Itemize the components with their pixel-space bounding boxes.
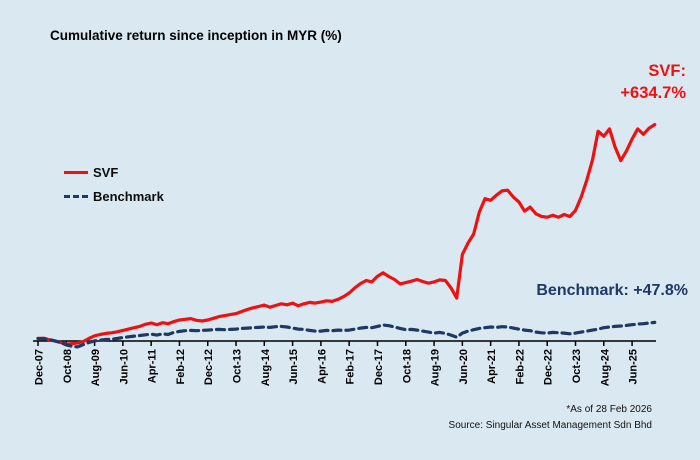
- x-axis-tick-label: Apr-11: [147, 349, 159, 383]
- x-axis-tick-label: Oct-18: [401, 349, 413, 383]
- x-axis-tick-label: Dec-12: [203, 349, 215, 385]
- benchmark-series-line: [36, 320, 657, 349]
- x-axis-tick-label: Apr-16: [316, 349, 328, 384]
- x-axis-tick-label: Aug-24: [599, 348, 611, 386]
- x-axis-tick-label: Jun-15: [288, 349, 300, 384]
- x-axis-tick-label: Oct-13: [232, 349, 244, 383]
- x-axis-tick-label: Aug-14: [260, 348, 272, 386]
- svf-annotation-value: +634.7%: [620, 84, 686, 102]
- source-note: Source: Singular Asset Management Sdn Bh…: [448, 420, 652, 431]
- legend-label-svf: SVF: [93, 164, 119, 180]
- x-axis-tick-label: Jun-20: [458, 349, 470, 384]
- legend-item-benchmark: Benchmark: [64, 184, 164, 208]
- x-axis-tick-label: Oct-08: [62, 349, 74, 383]
- benchmark-line-swatch-icon: [64, 194, 88, 198]
- chart-title: Cumulative return since inception in MYR…: [50, 28, 342, 43]
- x-axis-tick-label: Jun-25: [628, 349, 640, 384]
- x-axis-tick-label: Dec-17: [373, 349, 385, 385]
- x-axis-tick-label: Dec-22: [543, 349, 555, 385]
- legend-item-svf: SVF: [64, 160, 164, 184]
- chart-footnotes: *As of 28 Feb 2026 Source: Singular Asse…: [449, 402, 652, 434]
- svf-series-line: [36, 122, 657, 346]
- x-axis-tick-label: Feb-12: [175, 349, 187, 384]
- x-axis-tick-label: Oct-23: [571, 349, 583, 383]
- benchmark-return-annotation: Benchmark: +47.8%: [536, 282, 688, 299]
- x-axis-tick-label: Dec-07: [34, 349, 46, 385]
- svf-line-swatch-icon: [64, 170, 88, 174]
- svf-annotation-label: SVF:: [648, 62, 686, 80]
- chart-legend: SVF Benchmark: [64, 160, 164, 208]
- as-of-date-note: *As of 28 Feb 2026: [566, 404, 652, 415]
- x-axis-tick-label: Jun-10: [118, 349, 130, 384]
- x-axis-tick-label: Apr-21: [486, 349, 498, 384]
- x-axis-tick-label: Aug-09: [90, 349, 102, 386]
- x-axis-tick-label: Feb-22: [514, 349, 526, 384]
- legend-label-benchmark: Benchmark: [93, 188, 164, 204]
- x-axis-tick-label: Feb-17: [345, 349, 357, 384]
- x-axis-tick-label: Aug-19: [430, 349, 442, 386]
- svf-return-annotation: SVF: +634.7%: [620, 60, 686, 104]
